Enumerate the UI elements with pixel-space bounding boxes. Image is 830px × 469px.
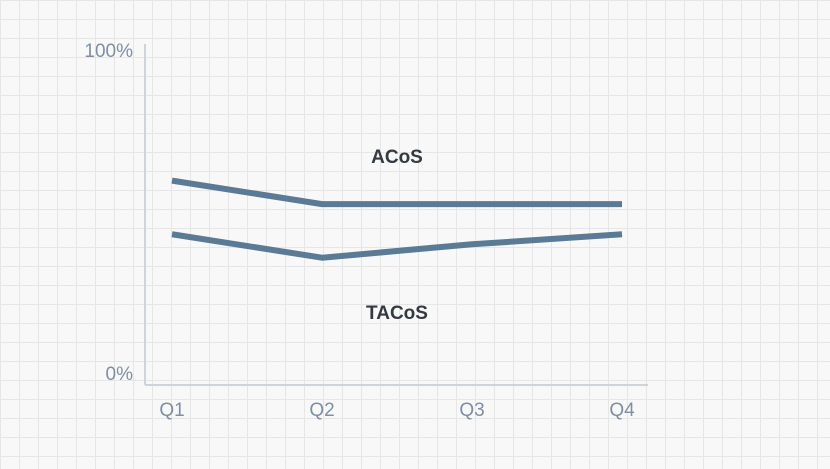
y-tick-label-bottom: 0%	[106, 364, 134, 385]
x-tick-label: Q1	[159, 400, 184, 421]
series-line-acos	[171, 177, 622, 208]
series-label-acos: ACoS	[371, 147, 423, 168]
series-line-tacos	[171, 231, 623, 261]
x-tick-label: Q3	[459, 400, 484, 421]
y-tick-label-top: 100%	[84, 41, 133, 62]
series-label-tacos: TACoS	[366, 303, 428, 324]
x-tick-label: Q4	[609, 400, 635, 421]
x-tick-label: Q2	[309, 400, 334, 421]
